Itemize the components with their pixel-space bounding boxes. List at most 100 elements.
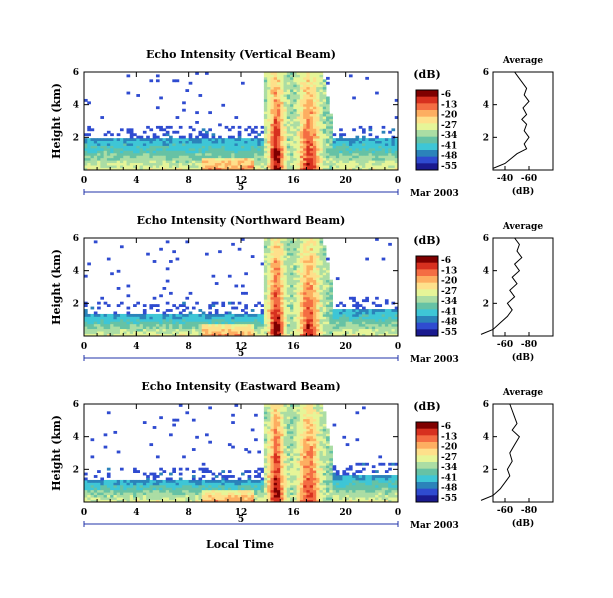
heatmap-cell bbox=[322, 323, 327, 327]
heatmap-cell bbox=[276, 277, 281, 281]
heatmap-cell bbox=[136, 326, 140, 330]
heatmap-cell bbox=[283, 135, 288, 139]
heatmap-cell bbox=[319, 160, 324, 164]
colorbar-swatch bbox=[416, 90, 438, 98]
heatmap-cell bbox=[299, 489, 304, 493]
heatmap-cell bbox=[155, 106, 160, 110]
heatmap-cell bbox=[283, 470, 288, 473]
heatmap-cell bbox=[309, 284, 314, 288]
heatmap-cell bbox=[362, 487, 366, 491]
heatmap-cell bbox=[306, 489, 311, 493]
heatmap-cell bbox=[244, 484, 248, 488]
heatmap-cell bbox=[241, 323, 245, 327]
heatmap-cell bbox=[149, 321, 154, 325]
heatmap-cell bbox=[175, 160, 180, 164]
heatmap-cell bbox=[188, 499, 193, 502]
heatmap-cell bbox=[293, 318, 297, 322]
heatmap-cell bbox=[247, 470, 252, 473]
heatmap-cell bbox=[303, 321, 307, 325]
heatmap-cell bbox=[90, 150, 95, 154]
heatmap-cell bbox=[365, 157, 369, 161]
heatmap-cell bbox=[345, 333, 350, 336]
heatmap-cell bbox=[375, 143, 379, 146]
heatmap-cell bbox=[162, 313, 167, 317]
heatmap-cell bbox=[332, 167, 337, 170]
heatmap-cell bbox=[93, 162, 98, 166]
heatmap-cell bbox=[296, 497, 301, 500]
heatmap-cell bbox=[303, 133, 307, 137]
heatmap-cell bbox=[381, 484, 386, 488]
heatmap-cell bbox=[290, 89, 294, 92]
heatmap-cell bbox=[270, 165, 275, 168]
heatmap-cell bbox=[133, 155, 137, 159]
x-tick-label: 4 bbox=[133, 342, 139, 352]
heatmap-cell bbox=[136, 499, 140, 502]
heatmap-cell bbox=[394, 494, 398, 498]
heatmap-cell bbox=[263, 494, 268, 498]
heatmap-cell bbox=[273, 96, 278, 100]
heatmap-cell bbox=[290, 91, 294, 95]
heatmap-cell bbox=[195, 111, 199, 115]
heatmap-cell bbox=[306, 484, 311, 488]
heatmap-cell bbox=[309, 309, 314, 312]
heatmap-cell bbox=[139, 150, 144, 154]
heatmap-cell bbox=[378, 316, 383, 320]
heatmap-cell bbox=[87, 160, 91, 164]
heatmap-cell bbox=[319, 482, 324, 486]
heatmap-cell bbox=[205, 497, 209, 500]
heatmap-cell bbox=[237, 326, 242, 330]
heatmap-cell bbox=[175, 116, 180, 119]
heatmap-cell bbox=[335, 321, 340, 325]
heatmap-cell bbox=[90, 152, 95, 156]
heatmap-cell bbox=[286, 128, 291, 132]
heatmap-cell bbox=[263, 238, 268, 241]
heatmap-cell bbox=[316, 245, 320, 249]
heatmap-cell bbox=[365, 313, 369, 317]
heatmap-cell bbox=[136, 162, 140, 166]
heatmap-cell bbox=[270, 260, 275, 263]
heatmap-cell bbox=[129, 484, 134, 488]
heatmap-cell bbox=[93, 484, 98, 488]
heatmap-cell bbox=[270, 103, 275, 107]
heatmap-cell bbox=[110, 157, 114, 161]
heatmap-cell bbox=[241, 143, 245, 146]
heatmap-cell bbox=[355, 475, 360, 478]
heatmap-cell bbox=[201, 494, 206, 498]
heatmap-cell bbox=[90, 313, 95, 317]
heatmap-cell bbox=[185, 484, 190, 488]
heatmap-cell bbox=[214, 309, 219, 312]
heatmap-cell bbox=[182, 165, 186, 168]
heatmap-cell bbox=[267, 86, 271, 90]
heatmap-cell bbox=[384, 143, 389, 146]
heatmap-cell bbox=[267, 282, 271, 285]
heatmap-cell bbox=[273, 74, 278, 78]
heatmap-cell bbox=[280, 130, 284, 134]
heatmap-cell bbox=[312, 475, 317, 478]
heatmap-cell bbox=[276, 121, 281, 124]
heatmap-cell bbox=[119, 318, 124, 322]
heatmap-cell bbox=[159, 331, 163, 334]
heatmap-cell bbox=[87, 489, 91, 493]
heatmap-cell bbox=[178, 477, 183, 481]
heatmap-cell bbox=[293, 150, 297, 154]
heatmap-cell bbox=[303, 460, 307, 464]
heatmap-cell bbox=[254, 138, 258, 141]
heatmap-cell bbox=[348, 147, 353, 151]
heatmap-cell bbox=[306, 160, 311, 164]
heatmap-cell bbox=[296, 84, 301, 88]
heatmap-cell bbox=[227, 157, 232, 161]
heatmap-cell bbox=[208, 147, 212, 151]
heatmap-cell bbox=[312, 470, 317, 473]
heatmap-cell bbox=[368, 167, 373, 170]
heatmap-cell bbox=[280, 135, 284, 139]
heatmap-cell bbox=[276, 269, 281, 273]
heatmap-cell bbox=[309, 103, 314, 107]
heatmap-cell bbox=[227, 152, 232, 156]
heatmap-cell bbox=[339, 497, 343, 500]
heatmap-cell bbox=[155, 489, 160, 493]
heatmap-cell bbox=[270, 321, 275, 325]
heatmap-cell bbox=[355, 494, 360, 498]
heatmap-cell bbox=[224, 326, 229, 330]
heatmap-cell bbox=[263, 145, 268, 149]
heatmap-cell bbox=[211, 143, 216, 146]
